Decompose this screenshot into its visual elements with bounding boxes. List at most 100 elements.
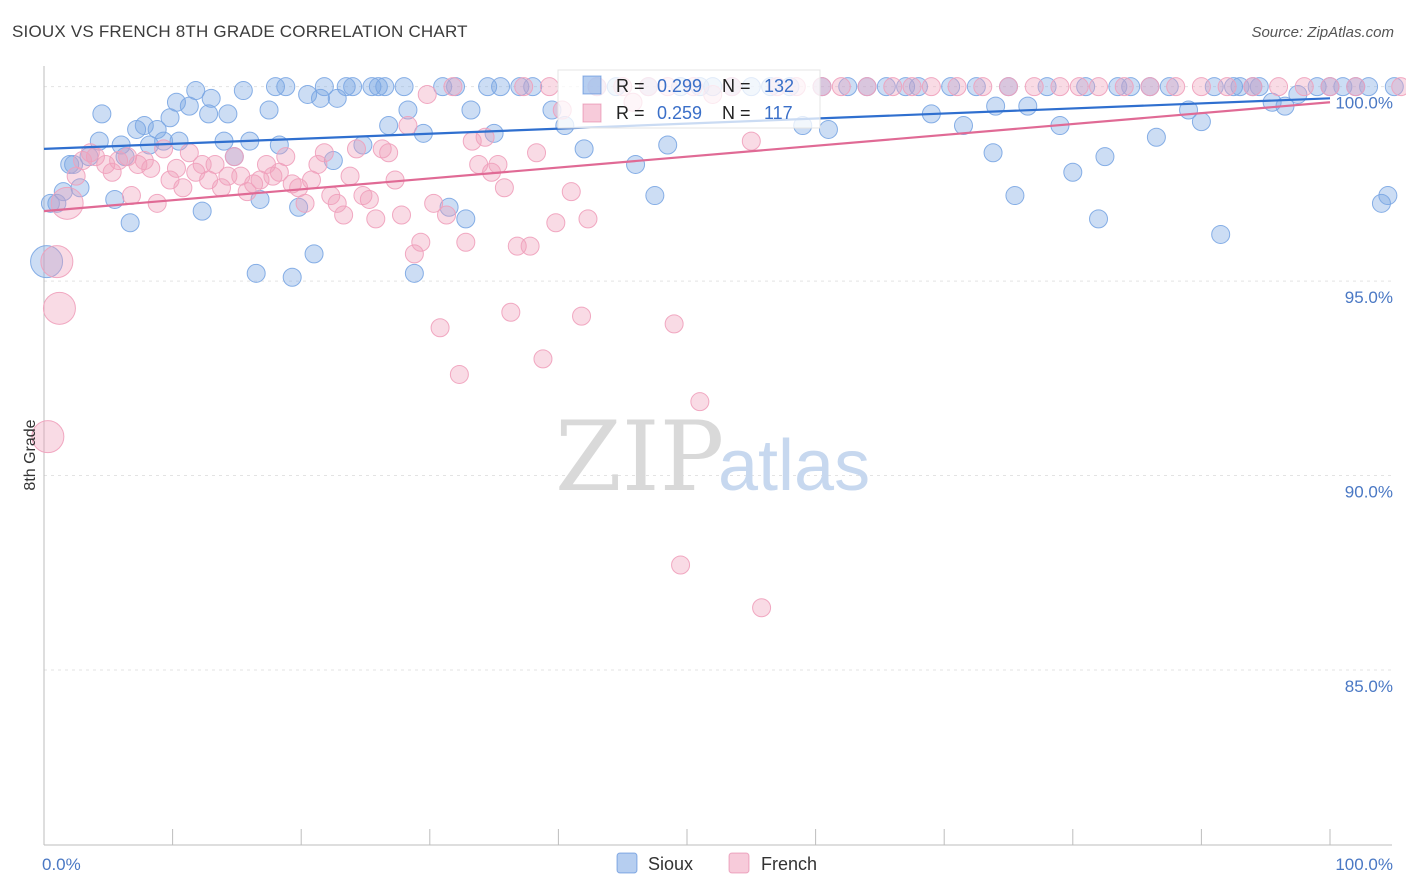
source-label: Source: ZipAtlas.com [1251, 24, 1394, 41]
point-french-61 [437, 205, 457, 225]
point-french-60 [430, 318, 450, 338]
point-french-46 [340, 166, 360, 186]
point-sioux-32 [246, 263, 266, 283]
point-sioux-54 [398, 100, 418, 120]
point-french-120 [1346, 77, 1366, 97]
point-sioux-98 [1005, 186, 1025, 206]
point-french-58 [417, 84, 437, 104]
point-sioux-95 [983, 143, 1003, 163]
point-french-17 [154, 139, 174, 159]
point-sioux-28 [218, 104, 238, 124]
point-french-71 [501, 302, 521, 322]
watermark: ZIP atlas [555, 401, 870, 513]
point-french-49 [359, 189, 379, 209]
point-sioux-74 [645, 186, 665, 206]
point-sioux-5 [64, 154, 84, 174]
point-sioux-23 [186, 81, 206, 101]
point-french-105 [973, 77, 993, 97]
legend-swatch-sioux [616, 852, 638, 874]
point-french-41 [308, 154, 328, 174]
point-french-112 [1140, 77, 1160, 97]
stats-box-bg [557, 69, 821, 129]
y-tick-labels: 100.0% 95.0% 90.0% 85.0% [1335, 94, 1393, 696]
point-french-20 [173, 178, 193, 198]
point-sioux-75 [658, 135, 678, 155]
point-french-19 [166, 158, 186, 178]
stats-r-value-sioux: 0.299 [657, 76, 702, 96]
point-sioux-20 [166, 92, 186, 112]
point-french-78 [546, 213, 566, 233]
point-french-52 [379, 143, 399, 163]
point-sioux-61 [461, 100, 481, 120]
point-french-101 [883, 77, 903, 97]
legend-label-french: French [761, 854, 817, 874]
point-sioux-47 [343, 77, 363, 97]
point-sioux-9 [92, 104, 112, 124]
stats-r-value-french: 0.259 [657, 103, 702, 123]
point-french-76 [533, 349, 553, 369]
point-french-55 [398, 116, 418, 136]
watermark-zip: ZIP [555, 401, 724, 513]
point-french-1 [40, 245, 74, 279]
point-sioux-104 [1089, 209, 1109, 229]
point-french-108 [1050, 77, 1070, 97]
stats-n-value-sioux: 132 [764, 76, 794, 96]
point-sioux-93 [953, 116, 973, 136]
point-sioux-63 [484, 123, 504, 143]
point-sioux-107 [1121, 77, 1141, 97]
point-french-30 [237, 182, 257, 202]
stats-n-value-french: 117 [764, 103, 793, 123]
point-sioux-58 [439, 197, 459, 217]
point-sioux-0 [30, 245, 64, 279]
point-sioux-64 [491, 77, 511, 97]
point-french-47 [346, 139, 366, 159]
stats-r-label-french: R = [616, 103, 645, 123]
point-french-57 [411, 232, 431, 252]
point-sioux-112 [1191, 112, 1211, 132]
point-french-118 [1294, 77, 1314, 97]
point-french-75 [527, 143, 547, 163]
point-french-36 [276, 147, 296, 167]
point-sioux-105 [1095, 147, 1115, 167]
point-sioux-25 [199, 104, 219, 124]
point-sioux-60 [456, 209, 476, 229]
point-sioux-127 [1371, 193, 1391, 213]
point-french-3 [50, 186, 84, 220]
point-sioux-94 [966, 77, 986, 97]
point-french-74 [520, 236, 540, 256]
y-tick-label-1: 95.0% [1345, 288, 1393, 307]
point-french-2 [42, 291, 76, 325]
point-sioux-99 [1018, 96, 1038, 116]
point-sioux-35 [265, 77, 285, 97]
legend-swatch-french [728, 852, 750, 874]
point-sioux-51 [375, 77, 395, 97]
point-french-10 [109, 151, 129, 171]
point-sioux-50 [368, 77, 388, 97]
point-french-88 [664, 314, 684, 334]
point-sioux-102 [1063, 162, 1083, 182]
point-french-103 [921, 77, 941, 97]
point-french-91 [690, 392, 710, 412]
point-french-39 [295, 193, 315, 213]
point-french-82 [578, 209, 598, 229]
point-sioux-37 [276, 77, 296, 97]
point-sioux-53 [394, 77, 414, 97]
chart-title: SIOUX VS FRENCH 8TH GRADE CORRELATION CH… [12, 22, 468, 41]
point-sioux-86 [838, 77, 858, 97]
point-french-116 [1243, 77, 1263, 97]
stats-box: R = 0.299 N = 132 R = 0.259 N = 117 [557, 69, 821, 129]
point-sioux-92 [941, 77, 961, 97]
point-french-114 [1191, 77, 1211, 97]
point-french-80 [561, 182, 581, 202]
point-french-89 [671, 555, 691, 575]
point-french-56 [404, 244, 424, 264]
point-french-104 [947, 77, 967, 97]
point-french-111 [1114, 77, 1134, 97]
point-sioux-2 [47, 193, 67, 213]
point-sioux-114 [1211, 224, 1231, 244]
trend-line-french [43, 101, 1331, 213]
point-sioux-15 [134, 116, 154, 136]
y-tick-label-0: 100.0% [1335, 94, 1393, 113]
point-sioux-128 [1378, 186, 1398, 206]
